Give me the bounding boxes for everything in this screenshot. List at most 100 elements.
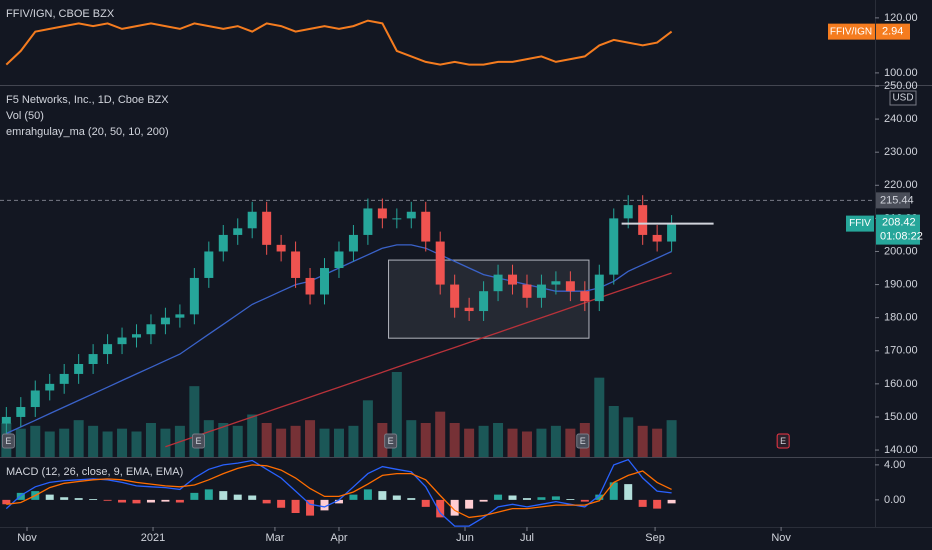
- candle-body: [16, 407, 26, 417]
- ratio-value-label: 2.94: [882, 26, 903, 38]
- earnings-marker: [576, 433, 590, 449]
- y-tick-label: 100.00: [884, 67, 918, 79]
- y-tick-label: 120.00: [884, 12, 918, 24]
- histogram-bar: [465, 499, 474, 509]
- volume-bar: [160, 428, 171, 457]
- candle-body: [363, 208, 373, 235]
- candle-body: [551, 281, 561, 285]
- volume-bar: [536, 428, 547, 457]
- histogram-bar: [580, 499, 589, 502]
- earnings-marker: [191, 433, 205, 449]
- candle-body: [103, 344, 113, 355]
- resistance-label: 215.44: [880, 194, 914, 206]
- volume-bar: [406, 420, 417, 457]
- candle-body: [594, 274, 604, 302]
- earnings-marker: [776, 433, 790, 449]
- histogram-bar: [60, 497, 69, 500]
- histogram-bar: [595, 494, 604, 500]
- volume-bar: [102, 431, 113, 457]
- volume-bar: [333, 428, 344, 457]
- candle-body: [652, 234, 662, 242]
- volume-bar: [30, 425, 41, 457]
- histogram-bar: [2, 499, 11, 505]
- candle-body: [59, 373, 69, 384]
- histogram-bar: [334, 499, 343, 504]
- volume-bar: [623, 417, 634, 457]
- earnings-marker: [1, 433, 15, 449]
- volume-bar: [305, 420, 316, 457]
- volume-bar: [145, 423, 156, 457]
- y-tick-label: 220.00: [884, 179, 918, 191]
- candle-body: [30, 390, 40, 408]
- volume-bar: [435, 411, 446, 457]
- volume-bar: [218, 423, 229, 457]
- volume-bar: [362, 400, 373, 457]
- histogram-bar: [609, 482, 618, 500]
- candle-body: [377, 208, 387, 219]
- y-tick-label: 0.00: [884, 494, 905, 506]
- last-price-tag: [876, 214, 920, 245]
- ratio-title: FFIV/IGN, CBOE BZX: [6, 8, 115, 20]
- volume-bar: [608, 406, 619, 457]
- candle-body: [406, 211, 416, 219]
- histogram-bar: [89, 499, 98, 500]
- histogram-bar: [16, 492, 25, 500]
- candle-body: [74, 364, 84, 374]
- histogram-bar: [248, 495, 257, 500]
- volume-bar: [290, 425, 301, 457]
- moving-average: [165, 272, 672, 448]
- candle-body: [117, 337, 127, 345]
- y-tick-label: 4.00: [884, 459, 905, 471]
- histogram-bar: [667, 499, 676, 504]
- x-tick-label: Jul: [520, 532, 534, 544]
- histogram-bar: [291, 499, 300, 513]
- last-price-label: 208.42: [882, 217, 916, 229]
- volume-bar: [117, 428, 128, 457]
- histogram-bar: [132, 499, 141, 504]
- volume-bar: [348, 425, 359, 457]
- volume-bar: [594, 377, 605, 457]
- currency-label: USD: [892, 93, 913, 104]
- histogram-bar: [378, 491, 387, 500]
- volume-bar: [131, 431, 142, 457]
- volume-bar: [203, 420, 214, 457]
- candle-body: [508, 274, 518, 285]
- histogram-bar: [146, 499, 155, 503]
- candle-body: [233, 228, 243, 235]
- signal-line: [6, 464, 672, 519]
- x-tick-label: Nov: [17, 532, 37, 544]
- volume-bar: [478, 425, 489, 457]
- candle-body: [522, 284, 532, 298]
- candle-body: [493, 274, 503, 292]
- histogram-bar: [407, 498, 416, 500]
- volume-bar: [449, 423, 460, 457]
- volume-bar: [44, 431, 55, 457]
- histogram-bar: [45, 494, 54, 500]
- histogram-bar: [450, 499, 459, 516]
- earnings-label: E: [388, 436, 394, 446]
- volume-bar: [59, 428, 70, 457]
- histogram-bar: [103, 499, 112, 501]
- volume-bar: [391, 372, 402, 457]
- histogram-bar: [219, 491, 228, 500]
- candle-body: [320, 268, 330, 295]
- histogram-bar: [190, 492, 199, 500]
- earnings-label: E: [580, 436, 586, 446]
- volume-bar: [88, 425, 99, 457]
- histogram-bar: [233, 494, 242, 500]
- y-tick-label: 230.00: [884, 146, 918, 158]
- histogram-bar: [566, 499, 575, 500]
- histogram-bar: [349, 494, 358, 500]
- candle-body: [479, 291, 489, 312]
- countdown-label: 01:08:22: [880, 231, 923, 243]
- y-tick-label: 180.00: [884, 312, 918, 324]
- candle-body: [88, 354, 98, 364]
- histogram-bar: [118, 499, 127, 503]
- y-tick-label: 170.00: [884, 345, 918, 357]
- volume-bar: [521, 431, 532, 457]
- candle-body: [1, 416, 11, 424]
- y-tick-label: 240.00: [884, 113, 918, 125]
- candle-body: [580, 291, 590, 302]
- range-box: [388, 259, 590, 339]
